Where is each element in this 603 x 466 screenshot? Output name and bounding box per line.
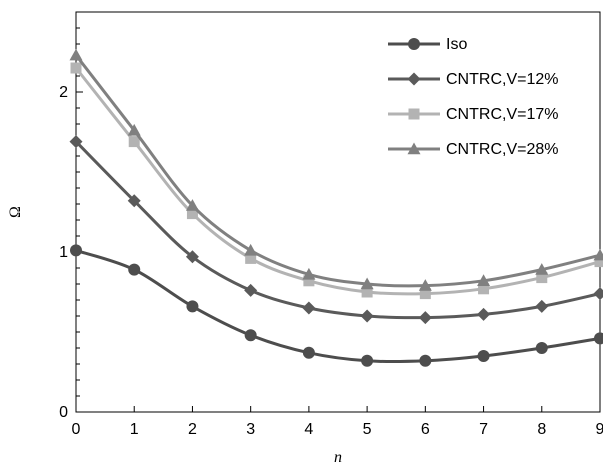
x-tick-label: 2 bbox=[188, 421, 197, 438]
y-tick-label: 2 bbox=[59, 84, 68, 101]
series-line bbox=[76, 250, 600, 361]
y-tick-label: 0 bbox=[59, 404, 68, 421]
data-point bbox=[71, 63, 82, 74]
x-tick-label: 3 bbox=[246, 421, 255, 438]
data-point bbox=[244, 284, 257, 297]
data-point bbox=[594, 332, 603, 344]
data-point bbox=[302, 302, 315, 315]
legend-label: CNTRC,V=17% bbox=[446, 106, 558, 123]
series-line bbox=[76, 55, 600, 286]
x-tick-label: 6 bbox=[421, 421, 430, 438]
legend-label: CNTRC,V=28% bbox=[446, 141, 558, 158]
x-axis-title: n bbox=[334, 449, 342, 466]
data-point bbox=[594, 287, 603, 300]
data-point bbox=[70, 49, 83, 61]
data-point bbox=[70, 244, 82, 256]
data-point bbox=[361, 355, 373, 367]
legend-label: Iso bbox=[446, 36, 467, 53]
data-point bbox=[303, 347, 315, 359]
series-circle bbox=[70, 244, 603, 366]
x-tick-label: 0 bbox=[72, 421, 81, 438]
data-point bbox=[478, 350, 490, 362]
data-point bbox=[244, 244, 257, 256]
data-point bbox=[361, 310, 374, 323]
data-point bbox=[477, 308, 490, 321]
data-point bbox=[419, 311, 432, 324]
series-line bbox=[76, 68, 600, 294]
data-point bbox=[186, 300, 198, 312]
legend: Iso CNTRC,V=12% CNTRC,V=17% CNTRC,V=28% bbox=[388, 36, 558, 158]
y-tick-label: 1 bbox=[59, 244, 68, 261]
x-tick-label: 4 bbox=[304, 421, 313, 438]
legend-marker bbox=[408, 38, 420, 50]
x-tick-label: 7 bbox=[479, 421, 488, 438]
series-square bbox=[71, 63, 603, 300]
data-point bbox=[419, 355, 431, 367]
data-point bbox=[245, 329, 257, 341]
data-point bbox=[536, 342, 548, 354]
x-tick-label: 5 bbox=[363, 421, 372, 438]
x-tick-label: 8 bbox=[537, 421, 546, 438]
x-tick-label: 1 bbox=[130, 421, 139, 438]
legend-label: CNTRC,V=12% bbox=[446, 71, 558, 88]
data-point bbox=[128, 264, 140, 276]
y-axis-title: Ω bbox=[7, 206, 24, 218]
x-tick-label: 9 bbox=[596, 421, 603, 438]
legend-marker bbox=[409, 109, 420, 120]
legend-marker bbox=[408, 73, 421, 86]
data-point bbox=[535, 300, 548, 313]
data-point bbox=[594, 249, 603, 261]
